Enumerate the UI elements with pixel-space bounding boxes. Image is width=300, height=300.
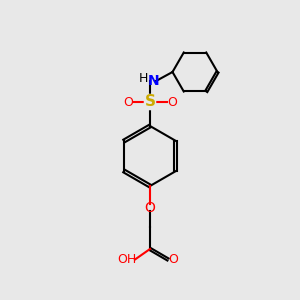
Text: O: O	[169, 253, 178, 266]
Text: S: S	[145, 94, 155, 110]
Text: N: N	[148, 74, 159, 88]
Text: H: H	[139, 72, 148, 85]
Text: O: O	[167, 95, 177, 109]
Text: O: O	[123, 95, 133, 109]
Text: OH: OH	[117, 253, 136, 266]
Text: O: O	[145, 202, 155, 215]
